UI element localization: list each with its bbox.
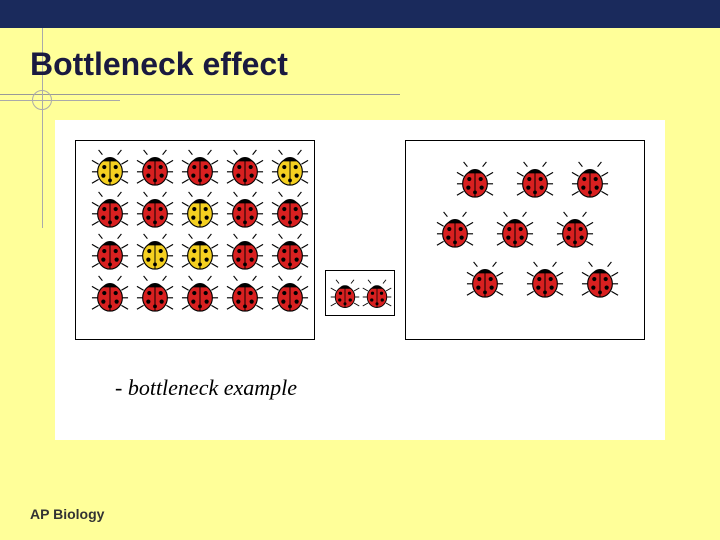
ladybug-icon <box>136 233 174 271</box>
ladybug-icon <box>556 211 594 249</box>
ladybug-icon <box>271 149 309 187</box>
ladybug-icon <box>362 279 392 309</box>
ladybug-icon <box>581 261 619 299</box>
ladybug-icon <box>136 275 174 313</box>
ladybug-icon <box>91 191 129 229</box>
ladybug-icon <box>466 261 504 299</box>
ladybug-icon <box>456 161 494 199</box>
diagram-caption: - bottleneck example <box>115 375 297 401</box>
ladybug-icon <box>136 191 174 229</box>
panel-new-population <box>405 140 645 340</box>
ladybug-icon <box>181 233 219 271</box>
ladybug-icon <box>436 211 474 249</box>
ladybug-icon <box>226 275 264 313</box>
ladybug-icon <box>516 161 554 199</box>
ladybug-icon <box>226 149 264 187</box>
ladybug-icon <box>136 149 174 187</box>
ladybug-icon <box>330 279 360 309</box>
ladybug-icon <box>271 191 309 229</box>
decorative-crosshair <box>32 90 52 110</box>
ladybug-icon <box>571 161 609 199</box>
ladybug-icon <box>181 275 219 313</box>
ladybug-icon <box>181 191 219 229</box>
ladybug-icon <box>526 261 564 299</box>
title-area: Bottleneck effect <box>0 28 720 83</box>
ladybug-icon <box>226 233 264 271</box>
panel-original-population <box>75 140 315 340</box>
decorative-line-h <box>0 100 120 101</box>
title-underline <box>0 94 400 95</box>
top-bar <box>0 0 720 28</box>
panel-bottleneck <box>325 270 395 316</box>
slide-title: Bottleneck effect <box>30 46 720 83</box>
ladybug-icon <box>226 191 264 229</box>
ladybug-icon <box>181 149 219 187</box>
ladybug-icon <box>91 149 129 187</box>
diagram-container: - bottleneck example <box>55 120 665 440</box>
ladybug-icon <box>496 211 534 249</box>
ladybug-icon <box>91 233 129 271</box>
ladybug-icon <box>91 275 129 313</box>
ladybug-icon <box>271 233 309 271</box>
ladybug-icon <box>271 275 309 313</box>
footer-text: AP Biology <box>30 506 104 522</box>
